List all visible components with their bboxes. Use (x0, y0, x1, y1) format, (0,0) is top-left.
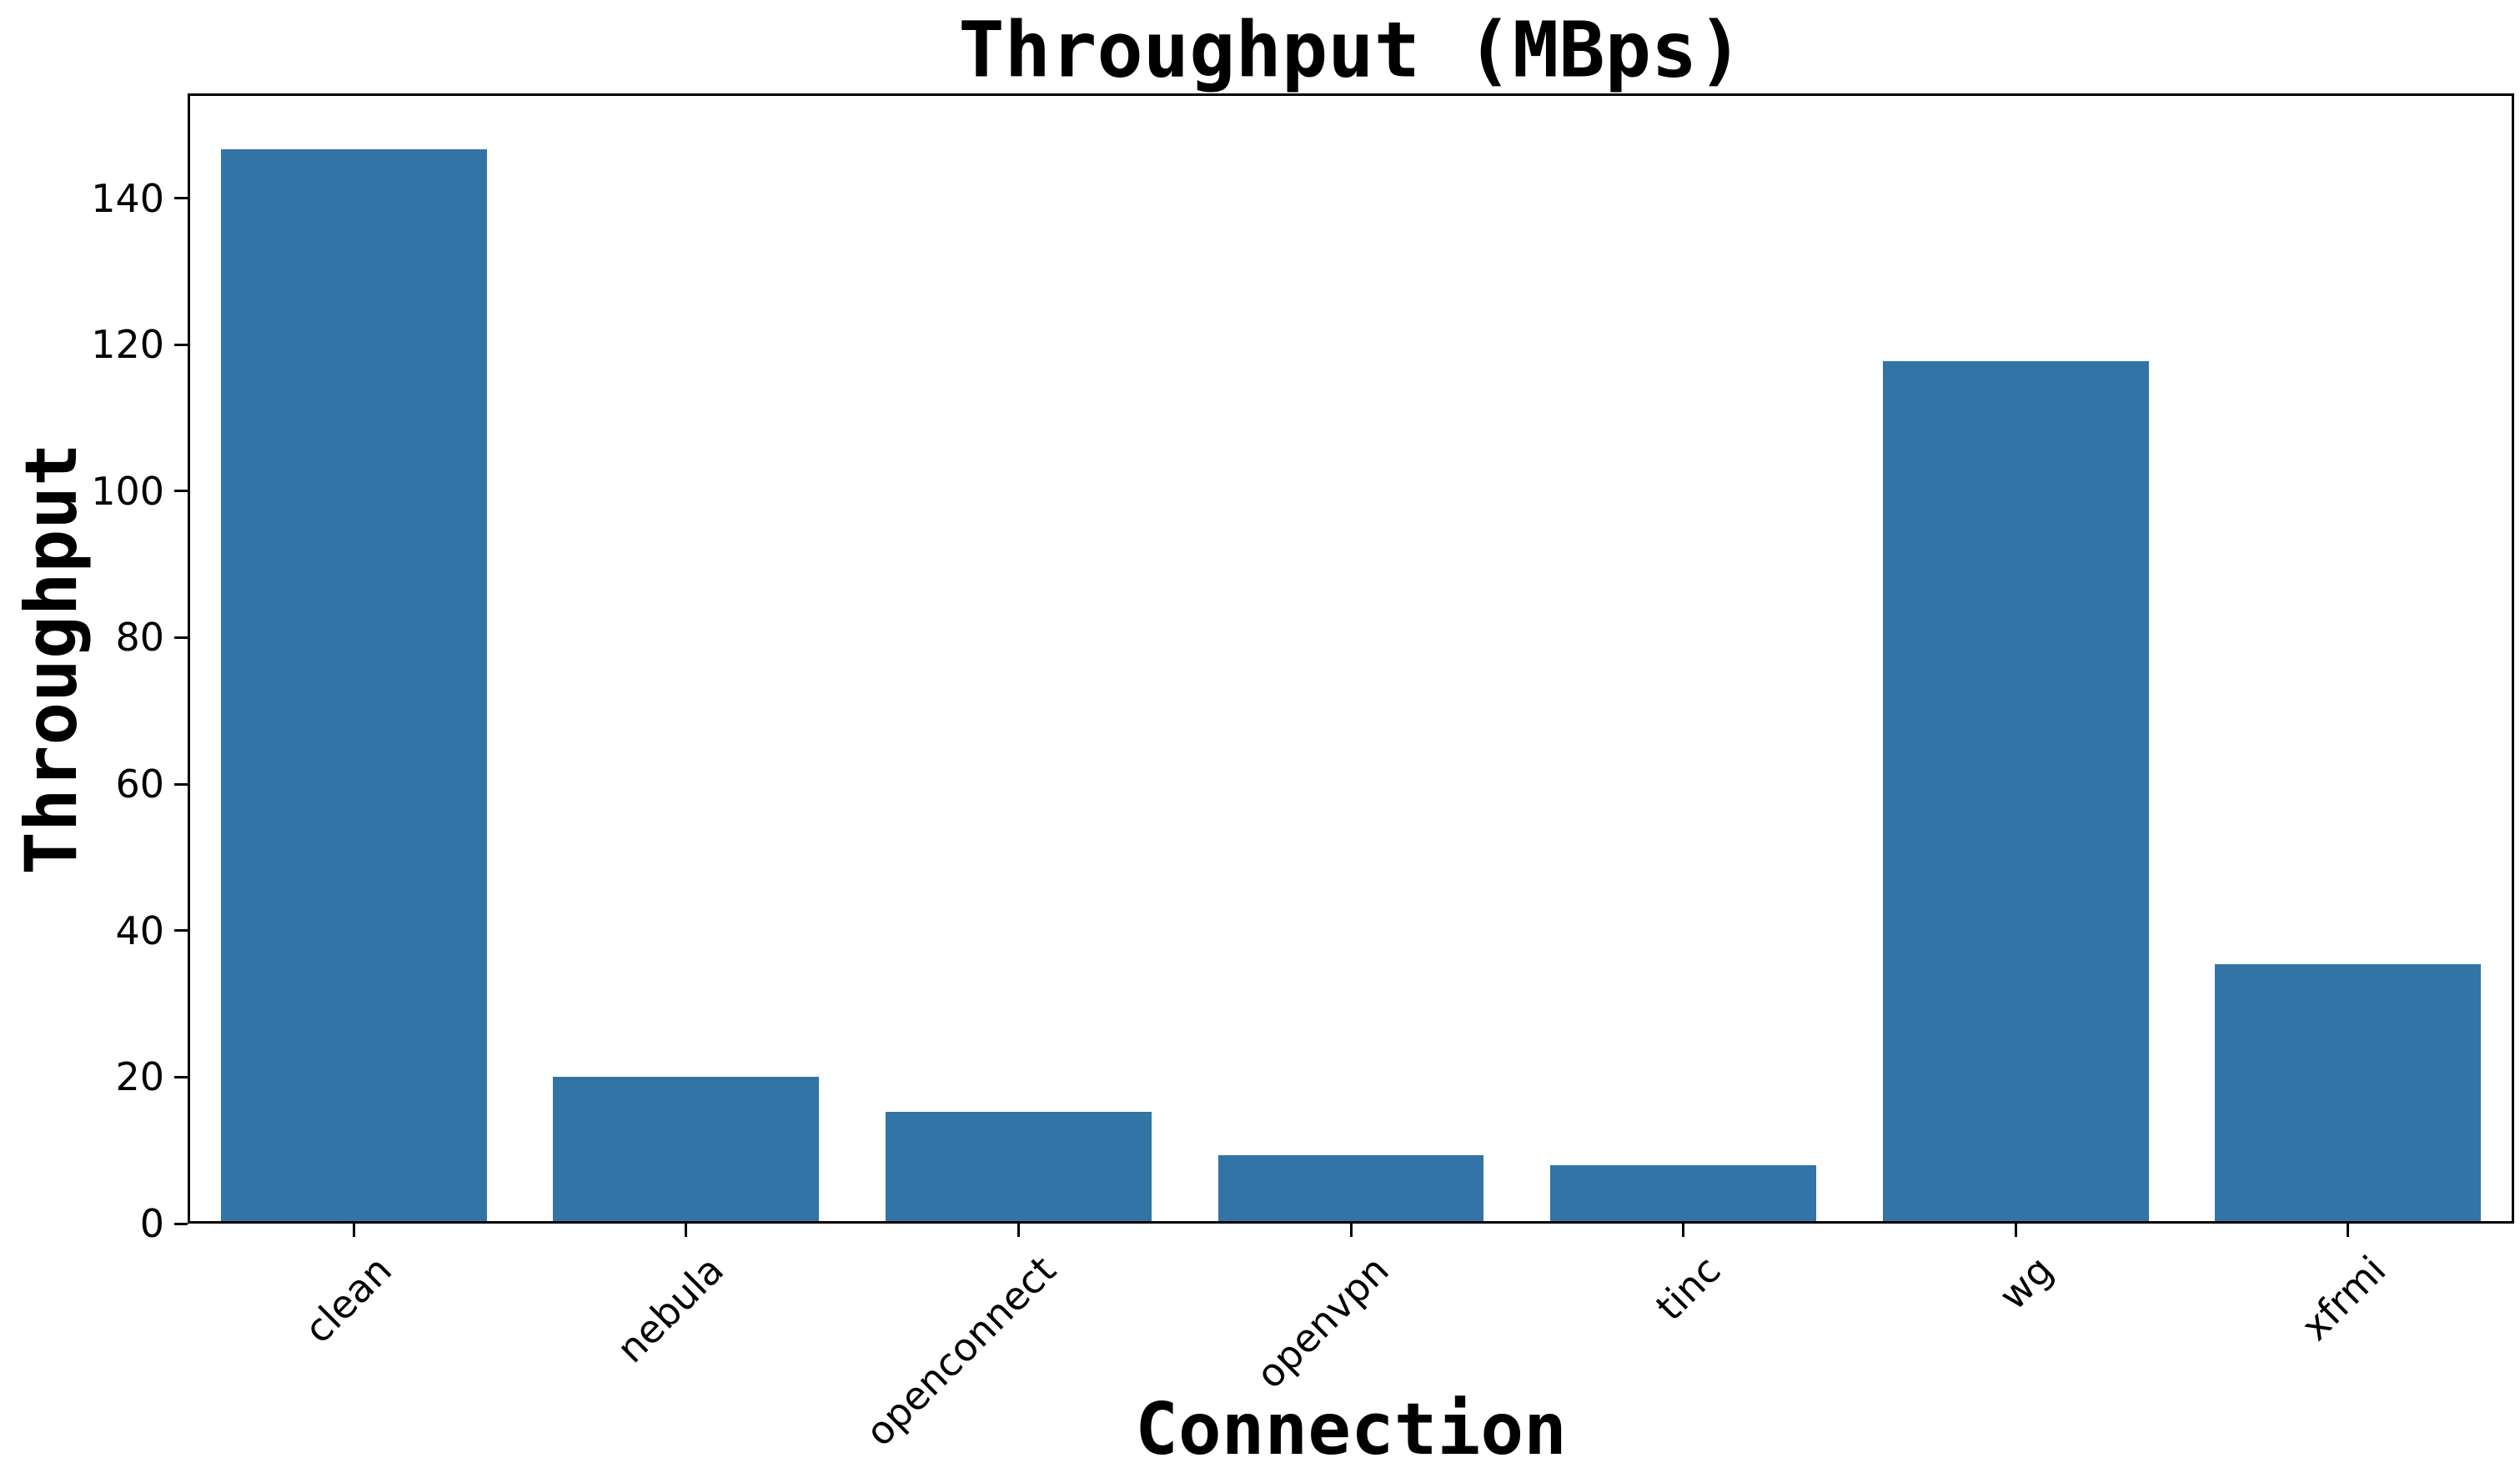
bar-nebula (553, 1077, 820, 1224)
x-tick-label: xfrmi (2292, 1247, 2395, 1350)
x-tick-mark (1349, 1224, 1353, 1237)
chart-title: Throughput (MBps) (958, 5, 1744, 95)
x-tick-mark (685, 1224, 688, 1237)
y-tick-mark (174, 1075, 188, 1078)
y-tick-label: 80 (115, 615, 164, 661)
y-tick-mark (174, 490, 188, 493)
x-tick-label: nebula (608, 1247, 733, 1372)
y-tick-label: 120 (91, 322, 164, 368)
y-tick-mark (174, 1222, 188, 1225)
y-tick-label: 20 (115, 1054, 164, 1100)
y-tick-mark (174, 343, 188, 346)
y-tick-mark (174, 197, 188, 200)
y-tick-label: 0 (139, 1201, 164, 1246)
x-tick-label: clean (294, 1247, 400, 1352)
x-tick-mark (2014, 1224, 2017, 1237)
y-tick-label: 40 (115, 907, 164, 953)
bar-xfrmi (2215, 964, 2482, 1224)
plot-area (188, 93, 2514, 1224)
x-axis-label: Connection (1135, 1388, 1567, 1471)
y-tick-label: 100 (91, 468, 164, 514)
y-tick-label: 140 (91, 175, 164, 221)
x-tick-label: openconnect (856, 1247, 1065, 1455)
x-tick-mark (1682, 1224, 1685, 1237)
bar-tinc (1550, 1164, 1816, 1224)
x-tick-label: openvpn (1247, 1247, 1398, 1398)
bar-openconnect (886, 1111, 1152, 1224)
y-tick-mark (174, 782, 188, 786)
bar-clean (220, 148, 487, 1224)
y-tick-mark (174, 636, 188, 639)
x-tick-label: tinc (1647, 1247, 1729, 1330)
bar-wg (1882, 361, 2149, 1224)
bar-openvpn (1217, 1155, 1484, 1224)
x-tick-mark (2347, 1224, 2350, 1237)
y-tick-label: 60 (115, 762, 164, 807)
x-tick-mark (352, 1224, 355, 1237)
y-tick-mark (174, 929, 188, 933)
x-tick-mark (1017, 1224, 1020, 1237)
x-tick-label: wg (1990, 1247, 2062, 1319)
